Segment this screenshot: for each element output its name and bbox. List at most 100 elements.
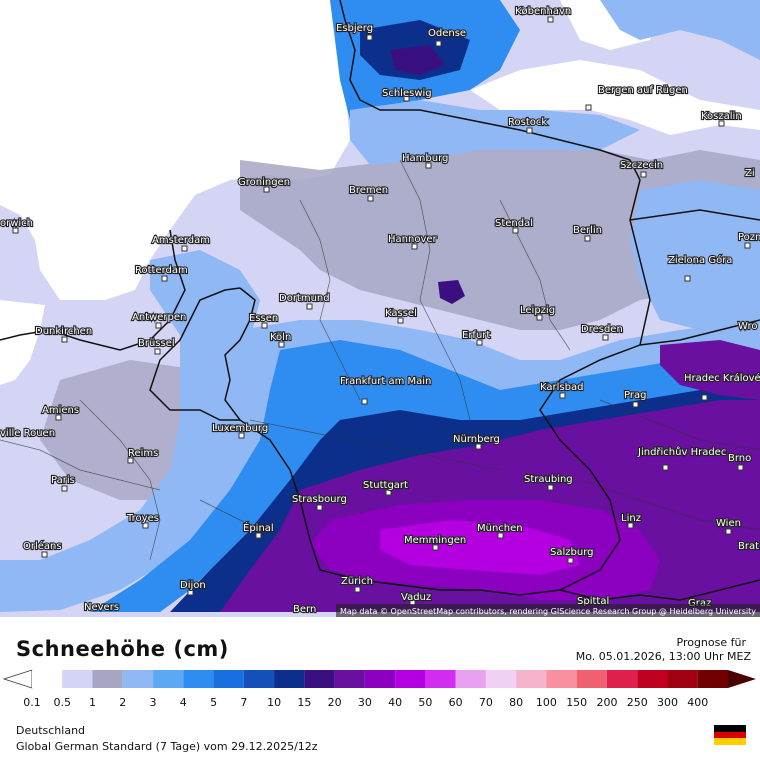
city-dot (354, 586, 361, 593)
city-label: Zielona Góra (668, 254, 732, 266)
model-info: Global German Standard (7 Tage) vom 29.1… (16, 740, 318, 753)
legend-panel: Schneehöhe (cm) Prognose für Mo. 05.01.2… (0, 617, 760, 760)
city-dot (547, 484, 554, 491)
attribution-bg (336, 604, 760, 617)
city-dot (432, 544, 439, 551)
region-label: Deutschland (16, 724, 86, 737)
city-dot (261, 322, 268, 329)
city-label: Paris (51, 475, 75, 486)
city-dot (385, 489, 392, 496)
snow-depth-map: Esbjerg Odense København Schleswig Berge… (0, 0, 760, 617)
scale-swatch (697, 670, 728, 688)
city-label: Esbjerg (336, 23, 373, 34)
city-dot (602, 334, 609, 341)
city-label: Salzburg (550, 547, 593, 558)
city-label: Hannover (388, 234, 438, 245)
city-label: Dortmund (279, 293, 330, 304)
snow-east-lightblue (630, 180, 760, 330)
scale-swatch (304, 670, 335, 688)
scale-tick-label: 250 (626, 696, 648, 709)
snow-band-magenta-2 (380, 520, 580, 575)
city-label: Vaduz (401, 592, 431, 603)
scale-swatch (153, 670, 184, 688)
city-label: Rostock (508, 117, 547, 128)
city-dot (55, 414, 62, 421)
city-label: orwich (0, 218, 33, 229)
city-dot (559, 392, 566, 399)
city-dot (278, 341, 285, 348)
city-label: Prag (624, 390, 646, 401)
city-label: Szczecin (620, 160, 663, 171)
forecast-label: Prognose für (676, 636, 747, 649)
city-label: Dresden (581, 324, 623, 335)
city-dot (640, 171, 647, 178)
snow-north-purple (390, 45, 445, 75)
region-borders (0, 159, 760, 561)
city-dot (127, 457, 134, 464)
city-dot (367, 195, 374, 202)
city-label: Kassel (385, 308, 417, 319)
city-label: Pozn (738, 232, 760, 243)
city-label: Brüssel (138, 338, 175, 349)
city-label: Frankfurt am Main (340, 376, 431, 387)
city-dot (61, 485, 68, 492)
city-label: Erfurt (462, 330, 490, 341)
city-dot (255, 532, 262, 539)
city-label: Köln (270, 332, 291, 343)
city-label: Brno (728, 453, 751, 464)
scale-tick-label: 7 (240, 696, 248, 709)
scale-swatch (243, 670, 275, 688)
channel (0, 300, 45, 385)
city-label: Essen (249, 313, 278, 324)
city-dot (61, 336, 68, 343)
scale-swatch (92, 670, 123, 688)
scale-swatch (334, 670, 365, 688)
city-label: Strasbourg (292, 494, 347, 505)
city-dot (366, 34, 373, 41)
map-attribution: Map data © OpenStreetMap contributors, r… (340, 607, 756, 616)
scale-swatch (395, 670, 426, 688)
scale-tick-label: 400 (687, 696, 709, 709)
scale-tick-label: 200 (596, 696, 618, 709)
city-dot (475, 443, 482, 450)
legend-title: Schneehöhe (cm) (16, 637, 229, 661)
city-label: Zürich (341, 576, 373, 587)
city-dot (536, 314, 543, 321)
city-dot (425, 162, 432, 169)
scale-swatch (364, 670, 396, 688)
scale-swatch (576, 670, 607, 688)
city-label: Wro (738, 321, 757, 332)
city-label: Luxemburg (212, 423, 268, 434)
city-dot (627, 522, 634, 529)
scale-swatch (183, 670, 214, 688)
city-label: Jindřichův Hradec (637, 446, 726, 458)
city-label: Amiens (42, 405, 79, 416)
scale-swatch (32, 670, 63, 688)
scale-tick-label: 0.1 (23, 696, 41, 709)
scale-swatch (485, 670, 517, 688)
city-dot (476, 339, 483, 346)
city-dot (584, 235, 591, 242)
city-label: Zi (745, 168, 755, 179)
city-label: Orléans (23, 540, 62, 552)
city-dot (361, 398, 368, 405)
scale-swatch (637, 670, 668, 688)
city-dot (397, 317, 404, 324)
germany-flag-icon (714, 725, 746, 745)
snow-west-blue (150, 250, 260, 360)
city-dot (662, 464, 669, 471)
city-dot (12, 227, 19, 234)
scale-tick-label: 40 (388, 696, 403, 709)
forecast-time: Mo. 05.01.2026, 13:00 Uhr MEZ (575, 650, 751, 663)
scale-arrow-right (728, 670, 756, 688)
city-dot (497, 532, 504, 539)
city-dot (403, 95, 410, 102)
city-label: Dunkirchen (35, 326, 92, 337)
city-dot (161, 275, 168, 282)
scale-tick-label: 50 (418, 696, 433, 709)
city-label: Nürnberg (453, 434, 500, 445)
city-labels: Esbjerg Odense København Schleswig Berge… (0, 5, 760, 616)
city-dot (41, 551, 48, 558)
scale-swatch (455, 670, 486, 688)
city-dot (632, 401, 639, 408)
